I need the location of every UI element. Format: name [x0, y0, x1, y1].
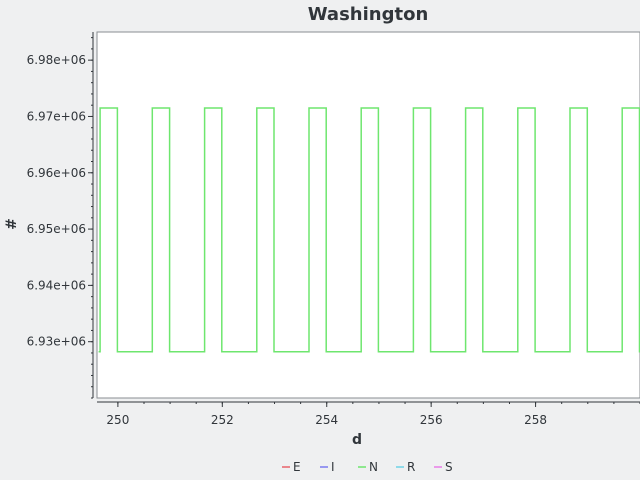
y-tick-label: 6.98e+06 [27, 53, 86, 67]
x-tick-label: 254 [315, 413, 338, 427]
y-tick-label: 6.93e+06 [27, 335, 86, 349]
legend-label: E [293, 460, 301, 474]
legend-label: S [445, 460, 453, 474]
legend-item-r: R [396, 460, 415, 474]
legend-label: R [407, 460, 415, 474]
y-tick-label: 6.94e+06 [27, 278, 86, 292]
x-axis-label: d [352, 432, 362, 448]
x-tick-label: 250 [106, 413, 129, 427]
x-axis: 250 252 254 256 258 [97, 401, 640, 427]
x-tick-label: 252 [211, 413, 234, 427]
legend-label: I [331, 460, 335, 474]
y-tick-label: 6.96e+06 [27, 166, 86, 180]
y-tick-label: 6.97e+06 [27, 109, 86, 123]
legend-item-s: S [434, 460, 453, 474]
x-tick-label: 258 [524, 413, 547, 427]
legend-label: N [369, 460, 378, 474]
legend-item-i: I [320, 460, 335, 474]
series-line-n [98, 107, 640, 353]
series-layer [98, 107, 640, 353]
legend-item-n: N [358, 460, 378, 474]
chart-title: Washington [308, 4, 429, 25]
y-tick-label: 6.95e+06 [27, 222, 86, 236]
plot-area [96, 31, 640, 399]
legend-item-e: E [282, 460, 301, 474]
y-axis: 6.93e+06 6.94e+06 6.95e+06 6.96e+06 6.97e+06… [27, 32, 94, 399]
x-tick-label: 256 [420, 413, 443, 427]
y-axis-label: # [4, 218, 20, 230]
